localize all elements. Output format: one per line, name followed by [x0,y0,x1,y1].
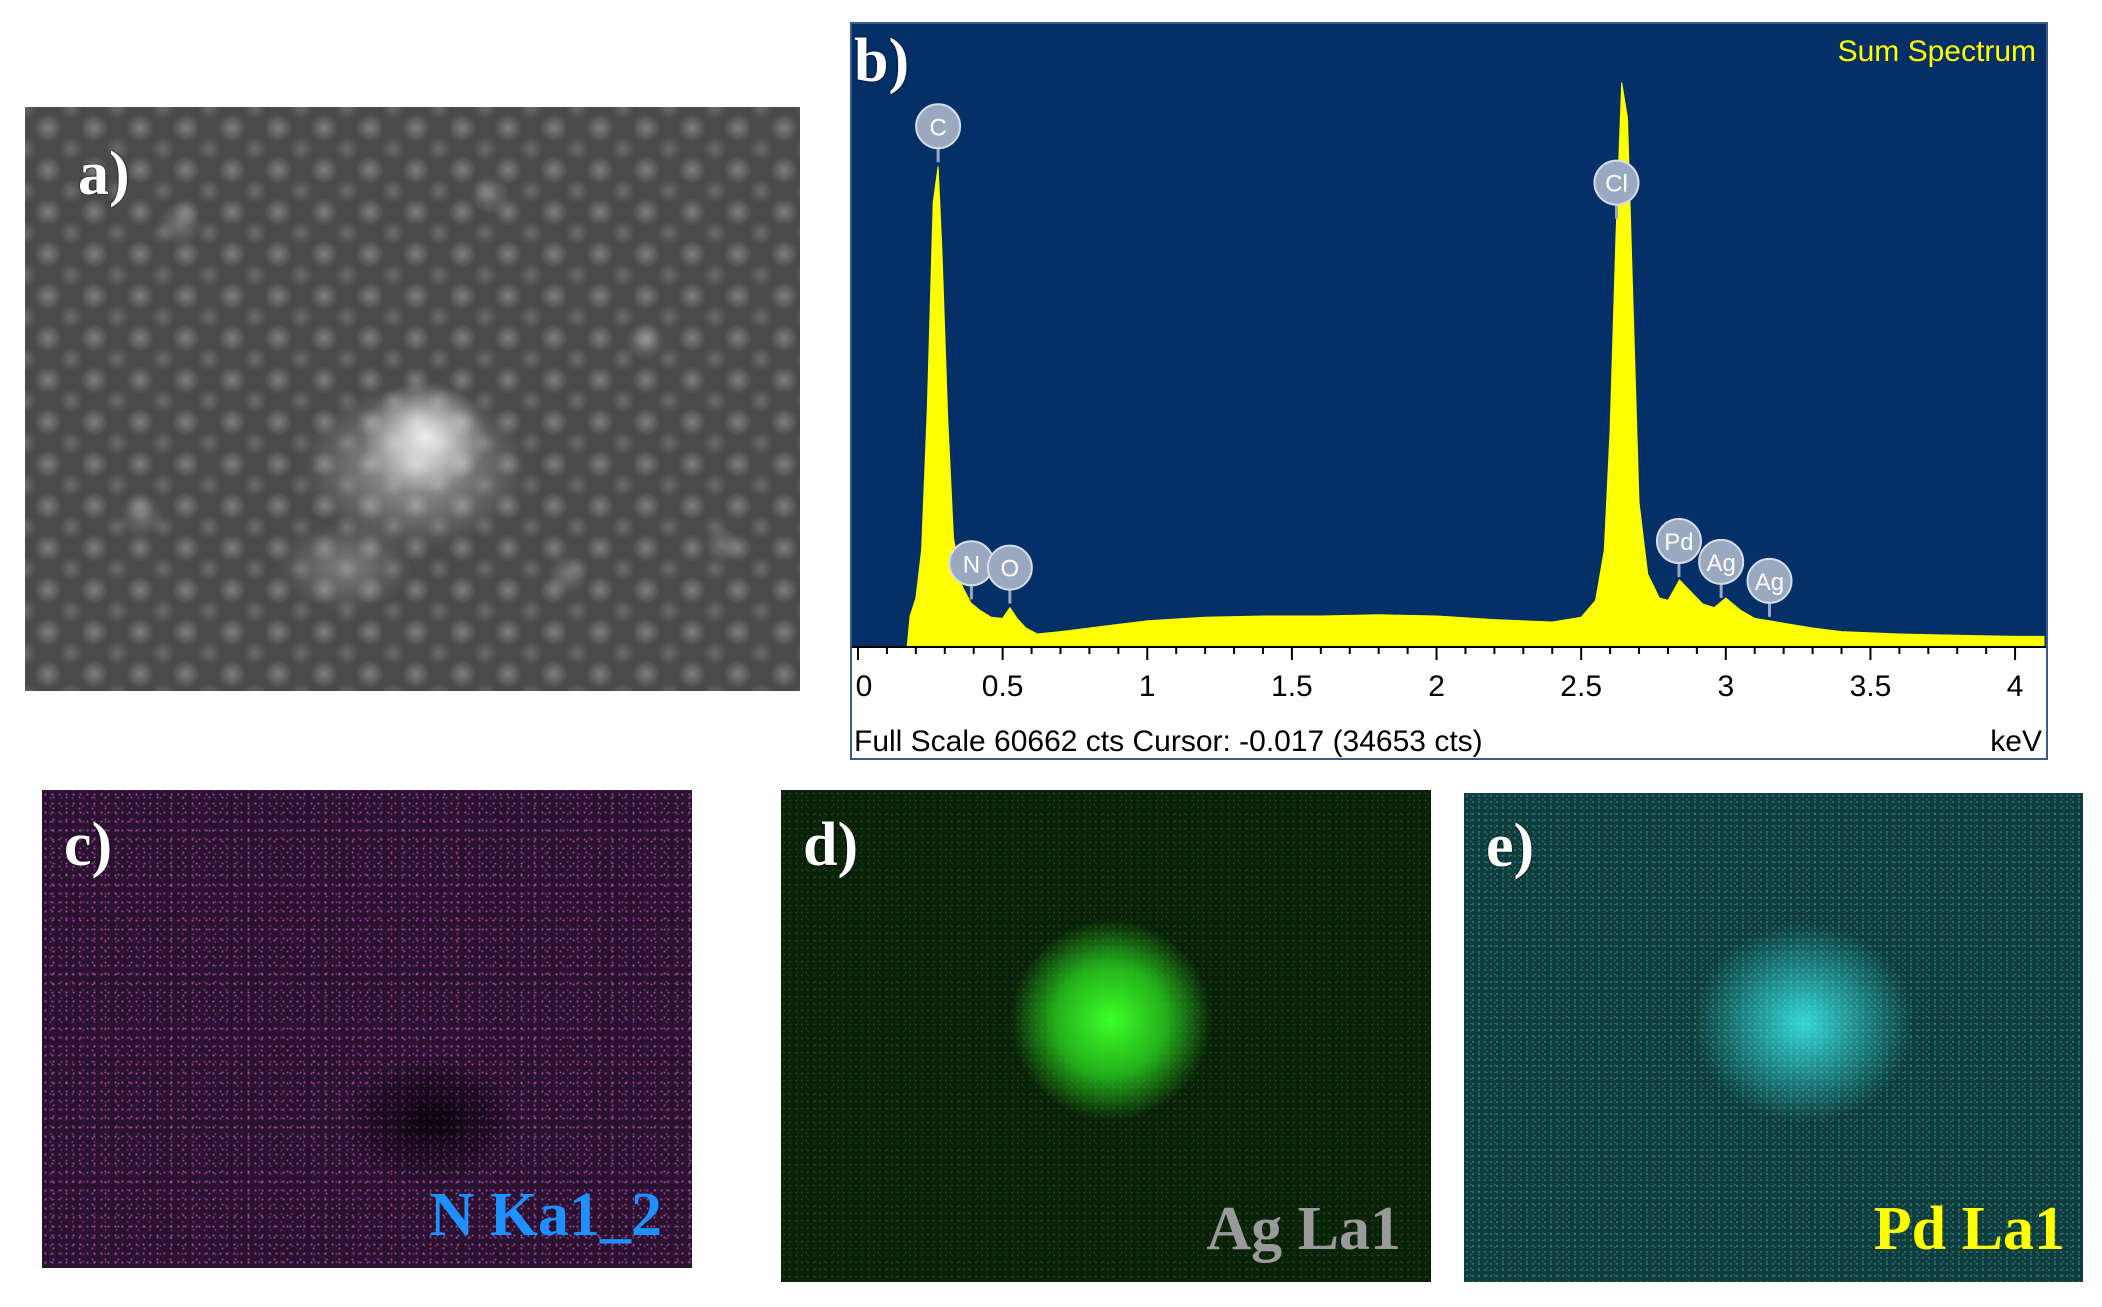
peak-label: Cl [1593,159,1640,219]
x-tick-label: 1 [1139,670,1156,703]
peak-markers: C N O Cl Pd Ag Ag [915,103,1793,617]
sem-micrograph [25,107,800,691]
x-tick-label: 0 [856,670,873,703]
n-map-panel: c) N Ka1_2 [42,790,692,1268]
n-elemental-map [42,790,692,1268]
sem-image-panel: a) [25,107,800,691]
panel-letter-b: b) [854,27,910,95]
svg-text:O: O [1001,556,1020,583]
x-axis-unit: keV [1990,725,2042,758]
pd-map-panel: e) Pd La1 [1464,793,2083,1282]
svg-text:Ag: Ag [1755,569,1784,596]
peak-label: Ag [1746,557,1793,617]
spectrum-series [906,82,2045,647]
spectrum-footer: Full Scale 60662 cts Cursor: -0.017 (346… [854,725,1483,758]
peak-label: O [986,544,1033,604]
peak-label: Ag [1698,538,1745,598]
panel-letter-d: d) [803,811,859,879]
ag-map-panel: d) Ag La1 [781,790,1431,1282]
svg-text:C: C [929,114,946,141]
x-axis-ticks: 0 0.5 1 1.5 2 2.5 3 3.5 4 [856,646,2024,703]
svg-text:Cl: Cl [1605,171,1628,198]
eds-spectrum-panel: C N O Cl Pd Ag Ag 0 0.5 1 1.5 2 2.5 3 3.5 4 Sum Spectr… [850,22,2048,760]
svg-text:N: N [963,551,980,578]
ag-map-label: Ag La1 [1206,1195,1401,1263]
x-tick-label: 1.5 [1271,670,1313,703]
plot-background [852,24,2046,646]
pd-map-label: Pd La1 [1873,1195,2065,1263]
ag-elemental-map [781,790,1431,1282]
spectrum-chart: C N O Cl Pd Ag Ag 0 0.5 1 1.5 2 2.5 3 3.5 4 Sum Spectr… [852,24,2046,758]
x-tick-label: 2 [1428,670,1445,703]
x-tick-label: 3 [1717,670,1734,703]
spectrum-area [906,82,2045,647]
x-tick-label: 0.5 [982,670,1024,703]
n-map-label: N Ka1_2 [429,1181,663,1249]
panel-letter-c: c) [64,811,113,879]
x-tick-label: 4 [2007,670,2024,703]
panel-letter-a: a) [78,140,130,208]
peak-label: Pd [1655,518,1702,578]
panel-letter-e: e) [1486,812,1535,880]
spectrum-title: Sum Spectrum [1838,35,2036,68]
peak-label: C [915,103,962,163]
x-tick-label: 2.5 [1560,670,1602,703]
x-tick-label: 3.5 [1850,670,1892,703]
pd-elemental-map [1464,793,2083,1282]
svg-text:Ag: Ag [1706,550,1735,577]
svg-text:Pd: Pd [1664,529,1693,556]
